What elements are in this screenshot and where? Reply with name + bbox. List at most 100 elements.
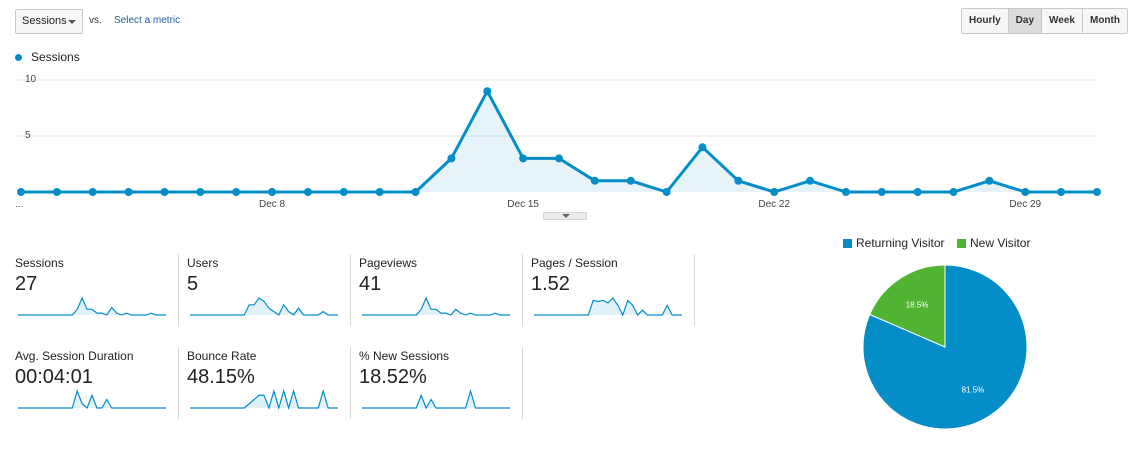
data-point[interactable] bbox=[339, 188, 348, 196]
visitor-type-pie-chart: 81.5% 18.5% bbox=[862, 264, 1028, 430]
chart-collapse-handle[interactable] bbox=[543, 212, 587, 220]
data-point[interactable] bbox=[411, 188, 420, 196]
caret-down-icon bbox=[562, 214, 570, 218]
x-tick-label: ... bbox=[15, 199, 23, 210]
sparkline-area bbox=[534, 298, 682, 315]
pie-legend-new[interactable]: New Visitor bbox=[957, 236, 1030, 250]
scorecard-label: Pages / Session bbox=[531, 256, 618, 270]
data-point[interactable] bbox=[770, 188, 779, 196]
y-tick-label: 5 bbox=[25, 130, 31, 141]
granularity-hourly-button[interactable]: Hourly bbox=[962, 9, 1008, 33]
data-point[interactable] bbox=[913, 188, 922, 196]
data-point[interactable] bbox=[1093, 188, 1101, 196]
scorecard-sessions[interactable]: Sessions 27 bbox=[15, 254, 179, 326]
data-point[interactable] bbox=[519, 154, 528, 163]
sessions-line-chart: 10 5 ... Dec 8 Dec 15 Dec 22 Dec 29 bbox=[15, 74, 1101, 210]
granularity-day-button[interactable]: Day bbox=[1007, 9, 1042, 33]
data-point[interactable] bbox=[483, 87, 492, 96]
granularity-week-button[interactable]: Week bbox=[1041, 9, 1082, 33]
sparkline bbox=[190, 389, 338, 411]
sparkline-area bbox=[190, 298, 338, 315]
scorecard-value: 1.52 bbox=[531, 273, 570, 295]
sparkline bbox=[362, 296, 510, 316]
sparkline bbox=[18, 296, 166, 316]
data-point[interactable] bbox=[590, 176, 599, 185]
scorecard-value: 00:04:01 bbox=[15, 366, 93, 388]
data-point[interactable] bbox=[447, 154, 456, 163]
pie-slice[interactable] bbox=[869, 264, 946, 348]
scorecard-pages-per-session[interactable]: Pages / Session 1.52 bbox=[531, 254, 695, 326]
data-point[interactable] bbox=[375, 188, 384, 196]
scorecard-value: 48.15% bbox=[187, 366, 255, 388]
data-point[interactable] bbox=[88, 188, 97, 196]
data-point[interactable] bbox=[806, 176, 815, 185]
data-point[interactable] bbox=[841, 188, 850, 196]
scorecard-label: Sessions bbox=[15, 256, 64, 270]
pie-slice-label: 18.5% bbox=[906, 301, 929, 310]
scorecard-new-sessions[interactable]: % New Sessions 18.52% bbox=[359, 347, 523, 419]
data-point[interactable] bbox=[1057, 188, 1066, 196]
data-point[interactable] bbox=[160, 188, 169, 196]
sparkline-line bbox=[18, 389, 166, 410]
scorecard-value: 41 bbox=[359, 273, 382, 295]
pie-legend-returning[interactable]: Returning Visitor bbox=[843, 236, 945, 250]
sparkline bbox=[362, 389, 510, 410]
data-point[interactable] bbox=[949, 188, 958, 196]
data-point[interactable] bbox=[196, 188, 205, 196]
scorecard-value: 18.52% bbox=[359, 366, 427, 388]
sparkline bbox=[190, 297, 338, 316]
x-tick-label: Dec 15 bbox=[507, 199, 539, 210]
legend-swatch-icon bbox=[957, 238, 966, 248]
sparkline bbox=[18, 389, 166, 410]
data-point[interactable] bbox=[626, 176, 635, 185]
data-point[interactable] bbox=[268, 188, 277, 196]
scorecard-label: Pageviews bbox=[359, 256, 418, 270]
sparkline-area bbox=[190, 391, 338, 408]
x-tick-label: Dec 29 bbox=[1009, 199, 1041, 210]
data-point[interactable] bbox=[662, 188, 671, 196]
scorecard-users[interactable]: Users 5 bbox=[187, 254, 351, 326]
select-metric-link[interactable]: Select a metric bbox=[114, 15, 181, 26]
x-tick-label: Dec 22 bbox=[758, 199, 790, 210]
data-point[interactable] bbox=[698, 143, 707, 152]
data-point[interactable] bbox=[1021, 188, 1030, 196]
data-point[interactable] bbox=[985, 176, 994, 185]
scorecard-label: Avg. Session Duration bbox=[15, 349, 134, 363]
data-point[interactable] bbox=[734, 176, 743, 185]
data-point[interactable] bbox=[17, 188, 25, 196]
sparkline bbox=[534, 297, 682, 317]
vs-label: vs. bbox=[89, 15, 102, 26]
pie-slice-label: 81.5% bbox=[962, 385, 985, 394]
scorecard-pageviews[interactable]: Pageviews 41 bbox=[359, 254, 523, 326]
chart-legend-label[interactable]: Sessions bbox=[31, 50, 80, 64]
sparkline-line bbox=[534, 297, 682, 317]
metric-select-value: Sessions bbox=[22, 15, 67, 27]
scorecard-label: % New Sessions bbox=[359, 349, 450, 363]
pie-legend-label: Returning Visitor bbox=[856, 236, 945, 250]
scorecard-label: Bounce Rate bbox=[187, 349, 257, 363]
sparkline-line bbox=[18, 296, 166, 316]
data-point[interactable] bbox=[232, 188, 241, 196]
metric-select[interactable]: Sessions bbox=[15, 9, 83, 34]
scorecard-value: 27 bbox=[15, 273, 38, 295]
y-tick-label: 10 bbox=[25, 74, 37, 85]
granularity-month-button[interactable]: Month bbox=[1081, 9, 1127, 33]
granularity-toggle: Hourly Day Week Month bbox=[961, 8, 1128, 34]
sparkline-line bbox=[190, 297, 338, 316]
data-point[interactable] bbox=[124, 188, 133, 196]
data-point[interactable] bbox=[303, 188, 312, 196]
sparkline-area bbox=[18, 298, 166, 315]
x-tick-label: Dec 8 bbox=[259, 199, 286, 210]
scorecard-avg-session-duration[interactable]: Avg. Session Duration 00:04:01 bbox=[15, 347, 179, 419]
chevron-down-icon bbox=[68, 20, 76, 24]
legend-dot-icon bbox=[15, 54, 22, 61]
data-point[interactable] bbox=[555, 154, 563, 163]
sparkline-line bbox=[190, 389, 338, 411]
scorecard-value: 5 bbox=[187, 273, 199, 295]
data-point[interactable] bbox=[877, 188, 886, 196]
sparkline-area bbox=[362, 298, 510, 315]
data-point[interactable] bbox=[52, 188, 61, 196]
pie-legend-label: New Visitor bbox=[970, 236, 1031, 250]
scorecard-bounce-rate[interactable]: Bounce Rate 48.15% bbox=[187, 347, 351, 419]
scorecard-label: Users bbox=[187, 256, 219, 270]
